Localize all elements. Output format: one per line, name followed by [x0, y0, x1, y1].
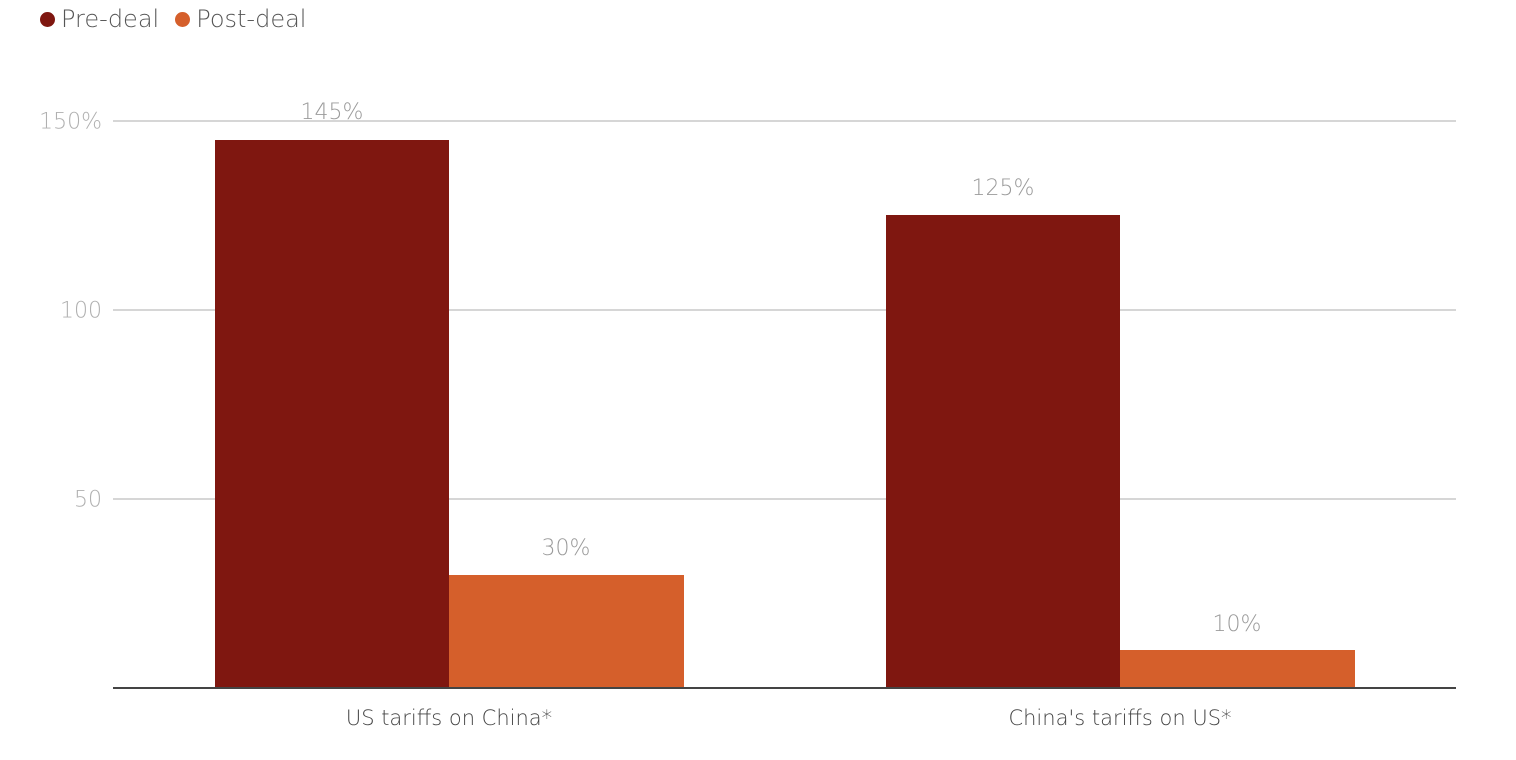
pre-deal-dot-icon [40, 11, 55, 27]
x-tick-us-tariffs: US tariffs on China* [345, 706, 553, 730]
gridline-150 [113, 120, 1456, 122]
bar-china-pre-deal[interactable] [886, 215, 1120, 688]
gridline-100 [113, 309, 1456, 311]
legend-label: Post-deal [196, 5, 307, 33]
bar-label-china-pre: 125% [971, 176, 1035, 201]
bar-us-pre-deal[interactable] [215, 140, 449, 688]
post-deal-dot-icon [175, 11, 191, 27]
bar-china-post-deal[interactable] [1120, 650, 1355, 688]
y-tick-150: 150% [39, 109, 102, 135]
bar-label-china-post: 10% [1212, 612, 1262, 637]
gridline-50 [113, 498, 1456, 500]
y-tick-100: 100 [60, 298, 102, 324]
chart-legend: Pre-deal Post-deal [40, 2, 306, 36]
legend-label: Pre-deal [61, 5, 160, 33]
bar-label-us-post: 30% [541, 536, 591, 561]
legend-item-post-deal[interactable]: Post-deal [175, 5, 306, 33]
bar-us-post-deal[interactable] [449, 575, 684, 688]
legend-item-pre-deal[interactable]: Pre-deal [40, 5, 159, 33]
x-axis-baseline [113, 687, 1456, 689]
bar-label-us-pre: 145% [300, 100, 364, 125]
x-tick-china-tariffs: China's tariffs on US* [1008, 706, 1232, 730]
y-tick-50: 50 [74, 487, 102, 513]
